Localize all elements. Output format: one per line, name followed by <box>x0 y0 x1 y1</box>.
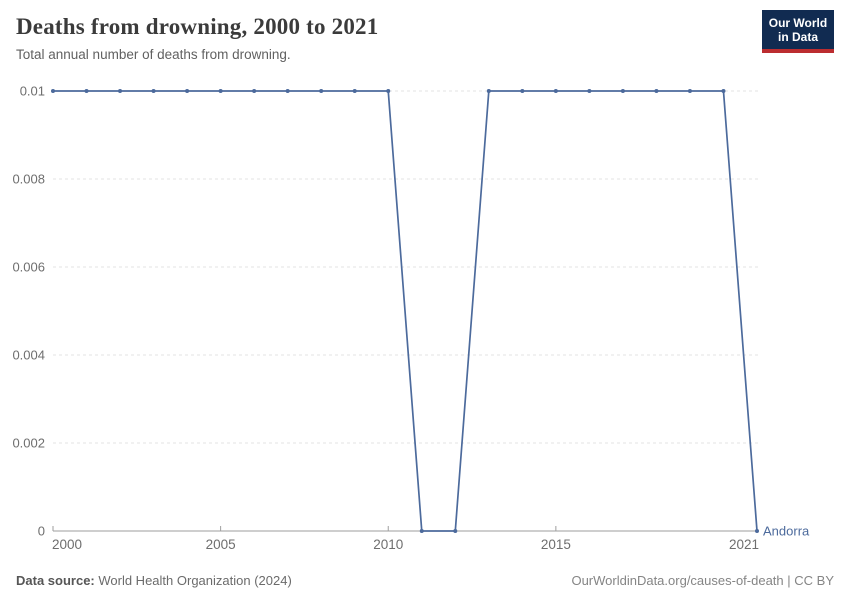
y-tick-label: 0.006 <box>12 260 45 275</box>
y-tick-label: 0.004 <box>12 348 45 363</box>
data-source-value: World Health Organization (2024) <box>94 573 292 588</box>
x-tick-label: 2021 <box>729 537 759 552</box>
data-point[interactable] <box>419 529 424 533</box>
data-line[interactable] <box>52 90 758 532</box>
data-point[interactable] <box>51 89 55 93</box>
data-point[interactable] <box>252 89 257 93</box>
credit-url-link[interactable]: OurWorldinData.org/causes-of-death <box>571 573 784 588</box>
data-point[interactable] <box>285 89 290 93</box>
data-source-label: Data source: <box>16 573 95 588</box>
x-tick-label: 2015 <box>541 537 571 552</box>
chart-subtitle: Total annual number of deaths from drown… <box>16 47 291 62</box>
x-tick-label: 2005 <box>206 537 236 552</box>
y-tick-label: 0.01 <box>20 84 45 99</box>
data-point[interactable] <box>185 89 190 93</box>
y-tick-label: 0.002 <box>12 436 45 451</box>
data-point[interactable] <box>319 89 324 93</box>
data-point[interactable] <box>151 89 156 93</box>
data-source: Data source: World Health Organization (… <box>16 573 292 588</box>
credit-license: CC BY <box>794 573 834 588</box>
x-tick-label: 2010 <box>373 537 403 552</box>
data-point[interactable] <box>620 89 625 93</box>
credit-line: OurWorldinData.org/causes-of-death | CC … <box>571 573 834 588</box>
data-point[interactable] <box>218 89 223 93</box>
data-point[interactable] <box>721 89 726 93</box>
entity-label[interactable]: Andorra <box>763 524 810 539</box>
data-point[interactable] <box>486 89 491 93</box>
data-point[interactable] <box>587 89 592 93</box>
credit-separator: | <box>783 573 795 588</box>
owid-logo-line1: Our World <box>768 16 828 30</box>
y-tick-label: 0 <box>38 524 45 539</box>
chart-header: Deaths from drowning, 2000 to 2021 Total… <box>16 14 740 62</box>
data-point[interactable] <box>118 89 123 93</box>
owid-logo-line2: in Data <box>777 30 818 45</box>
owid-logo[interactable]: Our World in Data <box>762 10 834 53</box>
data-point[interactable] <box>84 89 89 93</box>
chart-footer: Data source: World Health Organization (… <box>16 573 834 588</box>
data-point[interactable] <box>352 89 357 93</box>
data-point[interactable] <box>453 529 458 533</box>
data-point[interactable] <box>654 89 659 93</box>
data-point[interactable] <box>386 89 391 93</box>
x-tick-label: 2000 <box>52 537 82 552</box>
data-point[interactable] <box>687 89 692 93</box>
data-point[interactable] <box>553 89 558 93</box>
data-point[interactable] <box>755 529 759 533</box>
data-point[interactable] <box>520 89 525 93</box>
y-tick-label: 0.008 <box>12 172 45 187</box>
page-title: Deaths from drowning, 2000 to 2021 <box>16 14 379 39</box>
